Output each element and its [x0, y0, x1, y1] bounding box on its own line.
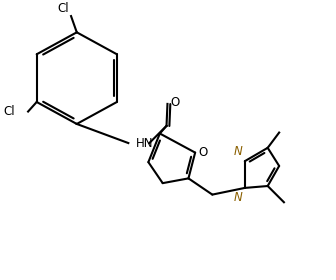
Text: Cl: Cl: [3, 105, 15, 118]
Text: HN: HN: [136, 137, 154, 150]
Text: O: O: [198, 146, 207, 159]
Text: O: O: [170, 95, 179, 109]
Text: Cl: Cl: [57, 2, 69, 15]
Text: N: N: [234, 145, 243, 158]
Text: N: N: [234, 191, 243, 204]
